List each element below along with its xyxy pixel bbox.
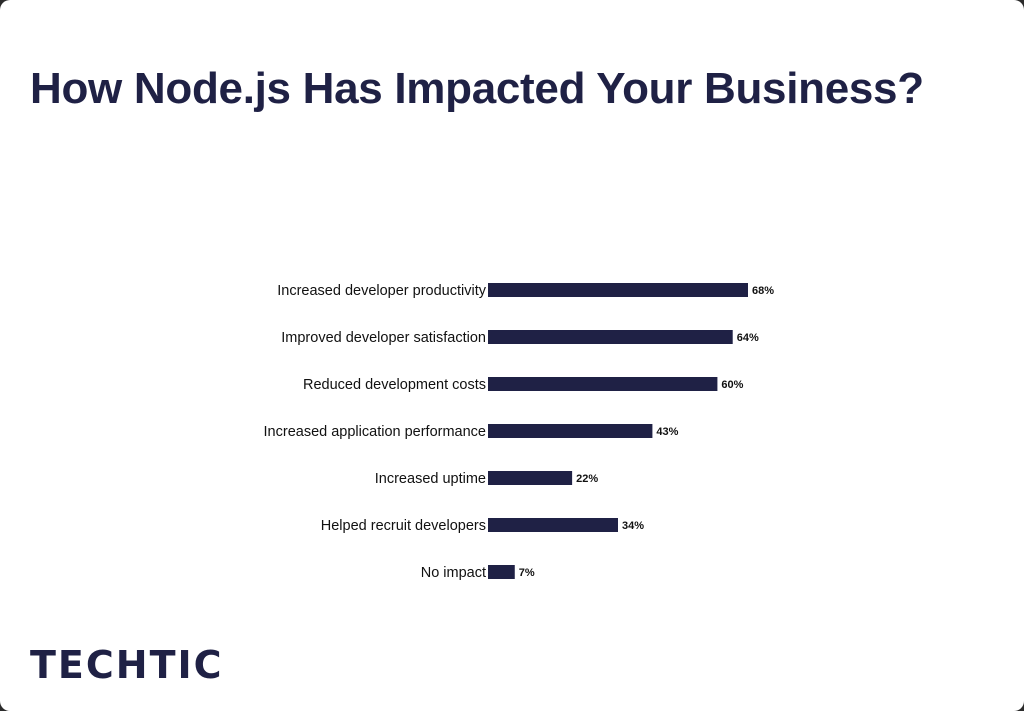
value-label: 43% (656, 426, 678, 438)
category-label: Helped recruit developers (321, 518, 486, 534)
bar (488, 471, 573, 485)
category-label: Improved developer satisfaction (281, 330, 486, 346)
value-label: 68% (752, 285, 774, 297)
bar (488, 377, 718, 391)
techtic-logo: TECHTIC (30, 643, 224, 687)
bar (488, 330, 733, 344)
value-label: 60% (721, 379, 743, 391)
category-label: Increased developer productivity (277, 283, 487, 299)
value-label: 22% (576, 473, 598, 485)
value-label: 7% (519, 567, 535, 579)
category-label: Increased uptime (375, 471, 486, 487)
value-label: 64% (737, 332, 759, 344)
value-label: 34% (622, 520, 644, 532)
bar (488, 424, 653, 438)
bar (488, 518, 618, 532)
bar (488, 283, 748, 297)
page-title: How Node.js Has Impacted Your Business? (30, 64, 924, 113)
category-label: Reduced development costs (303, 377, 486, 393)
category-label: Increased application performance (264, 424, 486, 440)
category-label: No impact (421, 565, 486, 581)
bar (488, 565, 515, 579)
